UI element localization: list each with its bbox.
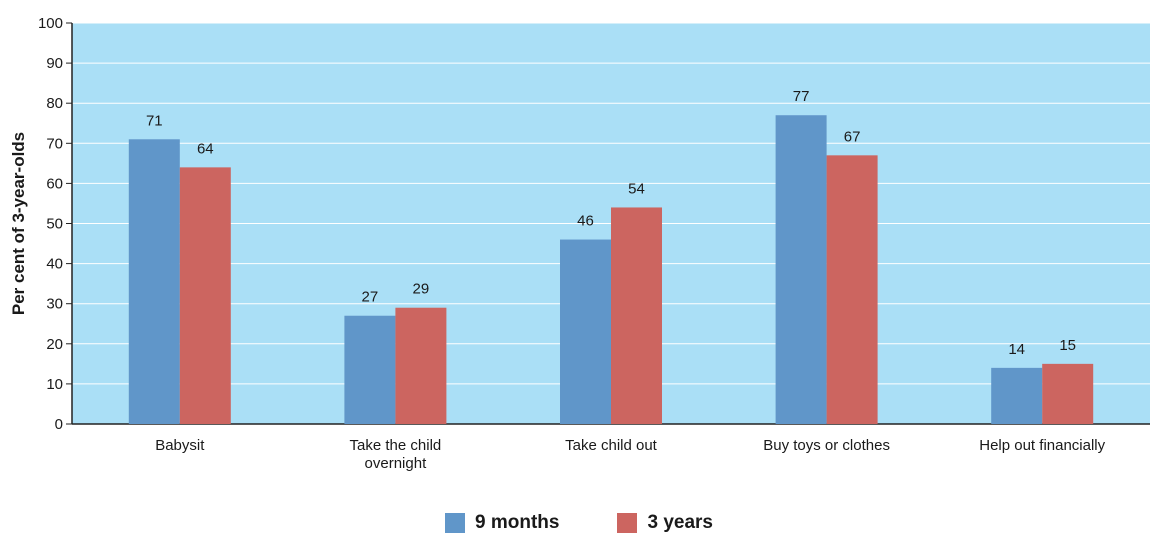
data-label: 27 <box>362 289 379 306</box>
bar-9-months-1 <box>344 315 396 424</box>
bar-3-years-0 <box>179 167 231 425</box>
bar-9-months-3 <box>775 115 827 424</box>
legend-item-series-1: 3 years <box>617 512 713 534</box>
x-tick-label: Take the child <box>350 437 442 454</box>
legend-swatch-series-0 <box>445 513 466 533</box>
data-label: 54 <box>628 180 645 197</box>
x-tick-label: Buy toys or clothes <box>763 437 890 454</box>
data-label: 64 <box>197 140 214 157</box>
bar-3-years-1 <box>395 307 447 424</box>
y-tick-label: 0 <box>55 416 63 433</box>
x-tick-label: Babysit <box>155 437 205 454</box>
y-tick-label: 40 <box>46 256 63 273</box>
data-label: 15 <box>1059 337 1076 354</box>
y-tick-label: 70 <box>46 135 63 152</box>
bar-9-months-4 <box>991 367 1043 424</box>
x-tick-label: Help out financially <box>979 437 1105 454</box>
legend: 9 months 3 years <box>0 512 1158 534</box>
y-tick-label: 10 <box>46 376 63 393</box>
y-tick-label: 20 <box>46 336 63 353</box>
bar-9-months-0 <box>128 139 180 425</box>
bar-3-years-3 <box>826 155 878 424</box>
y-tick-label: 30 <box>46 296 63 313</box>
bar-9-months-2 <box>560 239 611 424</box>
legend-swatch-series-1 <box>617 513 638 533</box>
bar-3-years-2 <box>611 207 662 424</box>
data-label: 71 <box>146 112 163 129</box>
data-label: 14 <box>1008 341 1025 358</box>
data-label: 67 <box>844 128 861 145</box>
x-tick-label: Take child out <box>565 437 658 454</box>
bar-3-years-4 <box>1042 363 1094 424</box>
y-tick-label: 50 <box>46 216 63 233</box>
data-label: 46 <box>577 213 594 230</box>
legend-item-series-0: 9 months <box>445 512 559 534</box>
legend-label-series-1: 3 years <box>647 512 713 533</box>
y-tick-label: 60 <box>46 175 63 192</box>
y-axis-label: Per cent of 3-year-olds <box>9 132 28 315</box>
x-tick-label: overnight <box>365 455 428 472</box>
y-tick-label: 80 <box>46 95 63 112</box>
data-label: 29 <box>413 281 430 298</box>
y-tick-label: 90 <box>46 55 63 72</box>
data-label: 77 <box>793 88 810 105</box>
y-tick-label: 100 <box>38 15 63 32</box>
legend-label-series-0: 9 months <box>475 512 560 533</box>
